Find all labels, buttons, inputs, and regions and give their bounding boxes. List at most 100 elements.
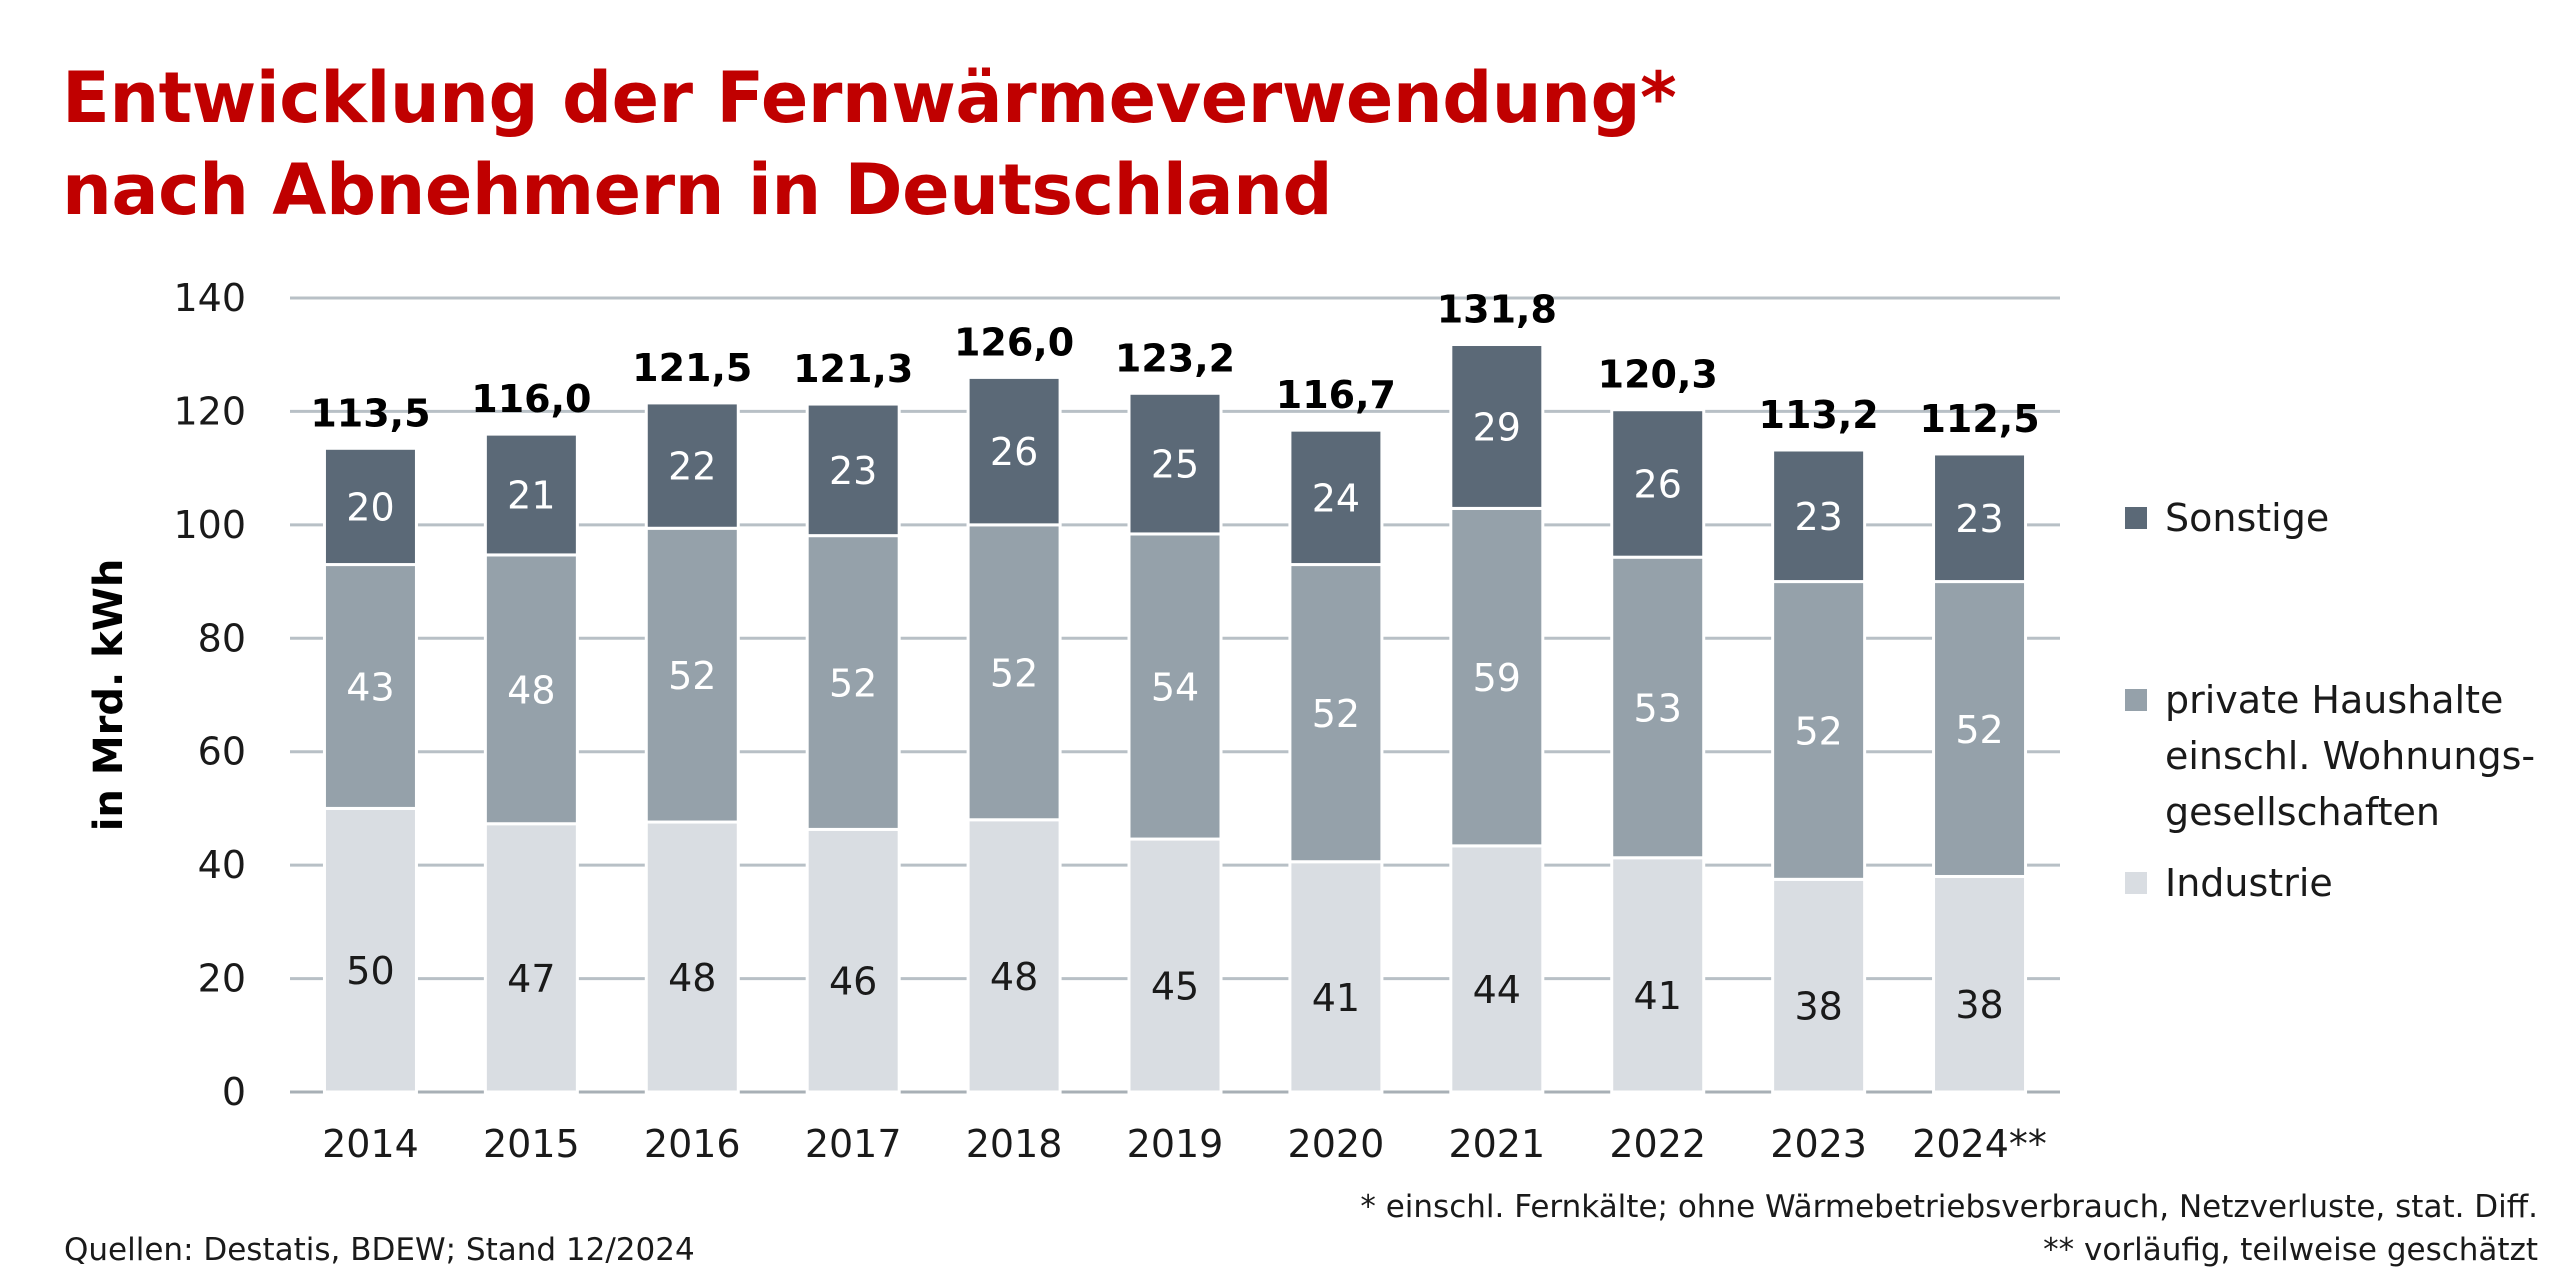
data-label-haushalte-2018: 52: [990, 651, 1038, 695]
y-tick-label-140: 140: [173, 276, 246, 320]
data-label-haushalte-2021: 59: [1473, 656, 1521, 700]
bar-sonstige-2014: [322, 446, 418, 567]
total-label-2014: 113,5: [310, 391, 430, 435]
bar-industrie-2014: [322, 806, 418, 1094]
data-label-sonstige-2018: 26: [990, 430, 1038, 474]
total-label-2020: 116,7: [1276, 373, 1396, 417]
y-tick-label-20: 20: [198, 957, 246, 1001]
total-label-2018: 126,0: [954, 320, 1074, 364]
data-label-haushalte-2024**: 52: [1955, 708, 2003, 752]
data-label-industrie-2021: 44: [1473, 968, 1521, 1012]
x-tick-label-2023: 2023: [1770, 1122, 1867, 1166]
bar-haushalte-2018: [966, 523, 1062, 822]
data-label-haushalte-2015: 48: [507, 668, 555, 712]
legend-swatch-industrie: [2125, 872, 2147, 894]
data-label-sonstige-2017: 23: [829, 449, 877, 493]
x-tick-label-2020: 2020: [1288, 1122, 1385, 1166]
bar-haushalte-2015: [483, 553, 579, 826]
total-label-2024**: 112,5: [1919, 397, 2039, 441]
bar-haushalte-2022: [1610, 555, 1706, 860]
data-label-industrie-2023: 38: [1794, 985, 1842, 1029]
data-label-sonstige-2021: 29: [1473, 405, 1521, 449]
x-tick-label-2017: 2017: [805, 1122, 902, 1166]
total-label-2022: 120,3: [1598, 353, 1718, 397]
bar-industrie-2020: [1288, 860, 1384, 1094]
data-label-industrie-2014: 50: [346, 949, 394, 993]
y-tick-label-120: 120: [173, 389, 246, 433]
y-tick-label-80: 80: [198, 616, 246, 660]
legend-swatch-sonstige: [2125, 507, 2147, 529]
data-label-haushalte-2014: 43: [346, 665, 394, 709]
footnote-1: * einschl. Fernkälte; ohne Wärmebetriebs…: [1360, 1189, 2538, 1225]
data-label-industrie-2020: 41: [1312, 976, 1360, 1020]
bar-haushalte-2014: [322, 563, 418, 810]
bar-sonstige-2018: [966, 375, 1062, 527]
data-label-industrie-2017: 46: [829, 960, 877, 1004]
bar-industrie-2015: [483, 822, 579, 1094]
bar-industrie-2016: [644, 820, 740, 1094]
data-label-sonstige-2024**: 23: [1955, 497, 2003, 541]
bar-sonstige-2023: [1771, 448, 1867, 584]
chart-title-line2: nach Abnehmern in Deutschland: [62, 149, 1333, 231]
bar-industrie-2018: [966, 818, 1062, 1094]
data-label-sonstige-2019: 25: [1151, 443, 1199, 487]
legend-label-haushalte: private Haushalte einschl. Wohnungs- ges…: [2165, 678, 2536, 834]
y-tick-label-40: 40: [198, 843, 246, 887]
legend-item-sonstige: Sonstige: [2125, 490, 2329, 546]
bar-haushalte-2017: [805, 534, 901, 831]
bar-haushalte-2019: [1127, 532, 1223, 841]
bar-industrie-2022: [1610, 856, 1706, 1094]
bar-haushalte-2023: [1771, 580, 1867, 881]
bar-sonstige-2019: [1127, 391, 1223, 536]
bar-haushalte-2024**: [1932, 580, 2028, 878]
bar-industrie-2017: [805, 827, 901, 1094]
data-label-haushalte-2017: 52: [829, 662, 877, 706]
source-note: Quellen: Destatis, BDEW; Stand 12/2024: [64, 1232, 695, 1268]
total-label-2015: 116,0: [471, 377, 591, 421]
data-label-haushalte-2020: 52: [1312, 692, 1360, 736]
bar-haushalte-2021: [1449, 506, 1545, 848]
total-label-2016: 121,5: [632, 346, 752, 390]
y-tick-label-100: 100: [173, 503, 246, 547]
x-tick-label-2021: 2021: [1448, 1122, 1545, 1166]
bar-sonstige-2020: [1288, 428, 1384, 567]
footnote-2: ** vorläufig, teilweise geschätzt: [2043, 1232, 2538, 1268]
total-label-2021: 131,8: [1437, 288, 1557, 332]
bar-sonstige-2022: [1610, 408, 1706, 559]
y-axis-title: in Mrd. kWh: [86, 559, 132, 832]
bar-industrie-2019: [1127, 837, 1223, 1094]
data-label-sonstige-2016: 22: [668, 445, 716, 489]
bars: [322, 343, 2028, 1094]
data-label-industrie-2022: 41: [1634, 974, 1682, 1018]
x-tick-label-2018: 2018: [966, 1122, 1063, 1166]
legend-swatch-haushalte: [2125, 689, 2147, 711]
x-tick-label-2014: 2014: [322, 1122, 419, 1166]
bar-sonstige-2024**: [1932, 452, 2028, 584]
bar-sonstige-2015: [483, 432, 579, 557]
legend-label-sonstige: Sonstige: [2165, 496, 2330, 540]
bar-haushalte-2020: [1288, 563, 1384, 864]
total-label-2023: 113,2: [1759, 393, 1879, 437]
data-label-sonstige-2015: 21: [507, 474, 555, 518]
bar-sonstige-2016: [644, 401, 740, 530]
data-label-haushalte-2019: 54: [1151, 665, 1199, 709]
total-label-2017: 121,3: [793, 347, 913, 391]
data-label-sonstige-2022: 26: [1634, 462, 1682, 506]
bar-haushalte-2016: [644, 526, 740, 824]
data-label-sonstige-2020: 24: [1312, 476, 1360, 520]
data-label-industrie-2019: 45: [1151, 965, 1199, 1009]
y-tick-label-0: 0: [222, 1070, 246, 1114]
bar-sonstige-2021: [1449, 343, 1545, 510]
y-tick-label-60: 60: [198, 730, 246, 774]
data-labels: 50 43 20 113,5 47 48 21 116,0 48 52 22 121,5 46 52 23 1…: [310, 288, 2039, 1029]
data-label-haushalte-2022: 53: [1634, 686, 1682, 730]
chart-title-line1: Entwicklung der Fernwärmeverwendung*: [62, 57, 1677, 139]
data-label-industrie-2024**: 38: [1955, 983, 2003, 1027]
x-tick-label-2015: 2015: [483, 1122, 580, 1166]
x-tick-label-2019: 2019: [1127, 1122, 1224, 1166]
data-label-haushalte-2016: 52: [668, 654, 716, 698]
data-label-sonstige-2014: 20: [346, 485, 394, 529]
data-label-industrie-2015: 47: [507, 957, 555, 1001]
